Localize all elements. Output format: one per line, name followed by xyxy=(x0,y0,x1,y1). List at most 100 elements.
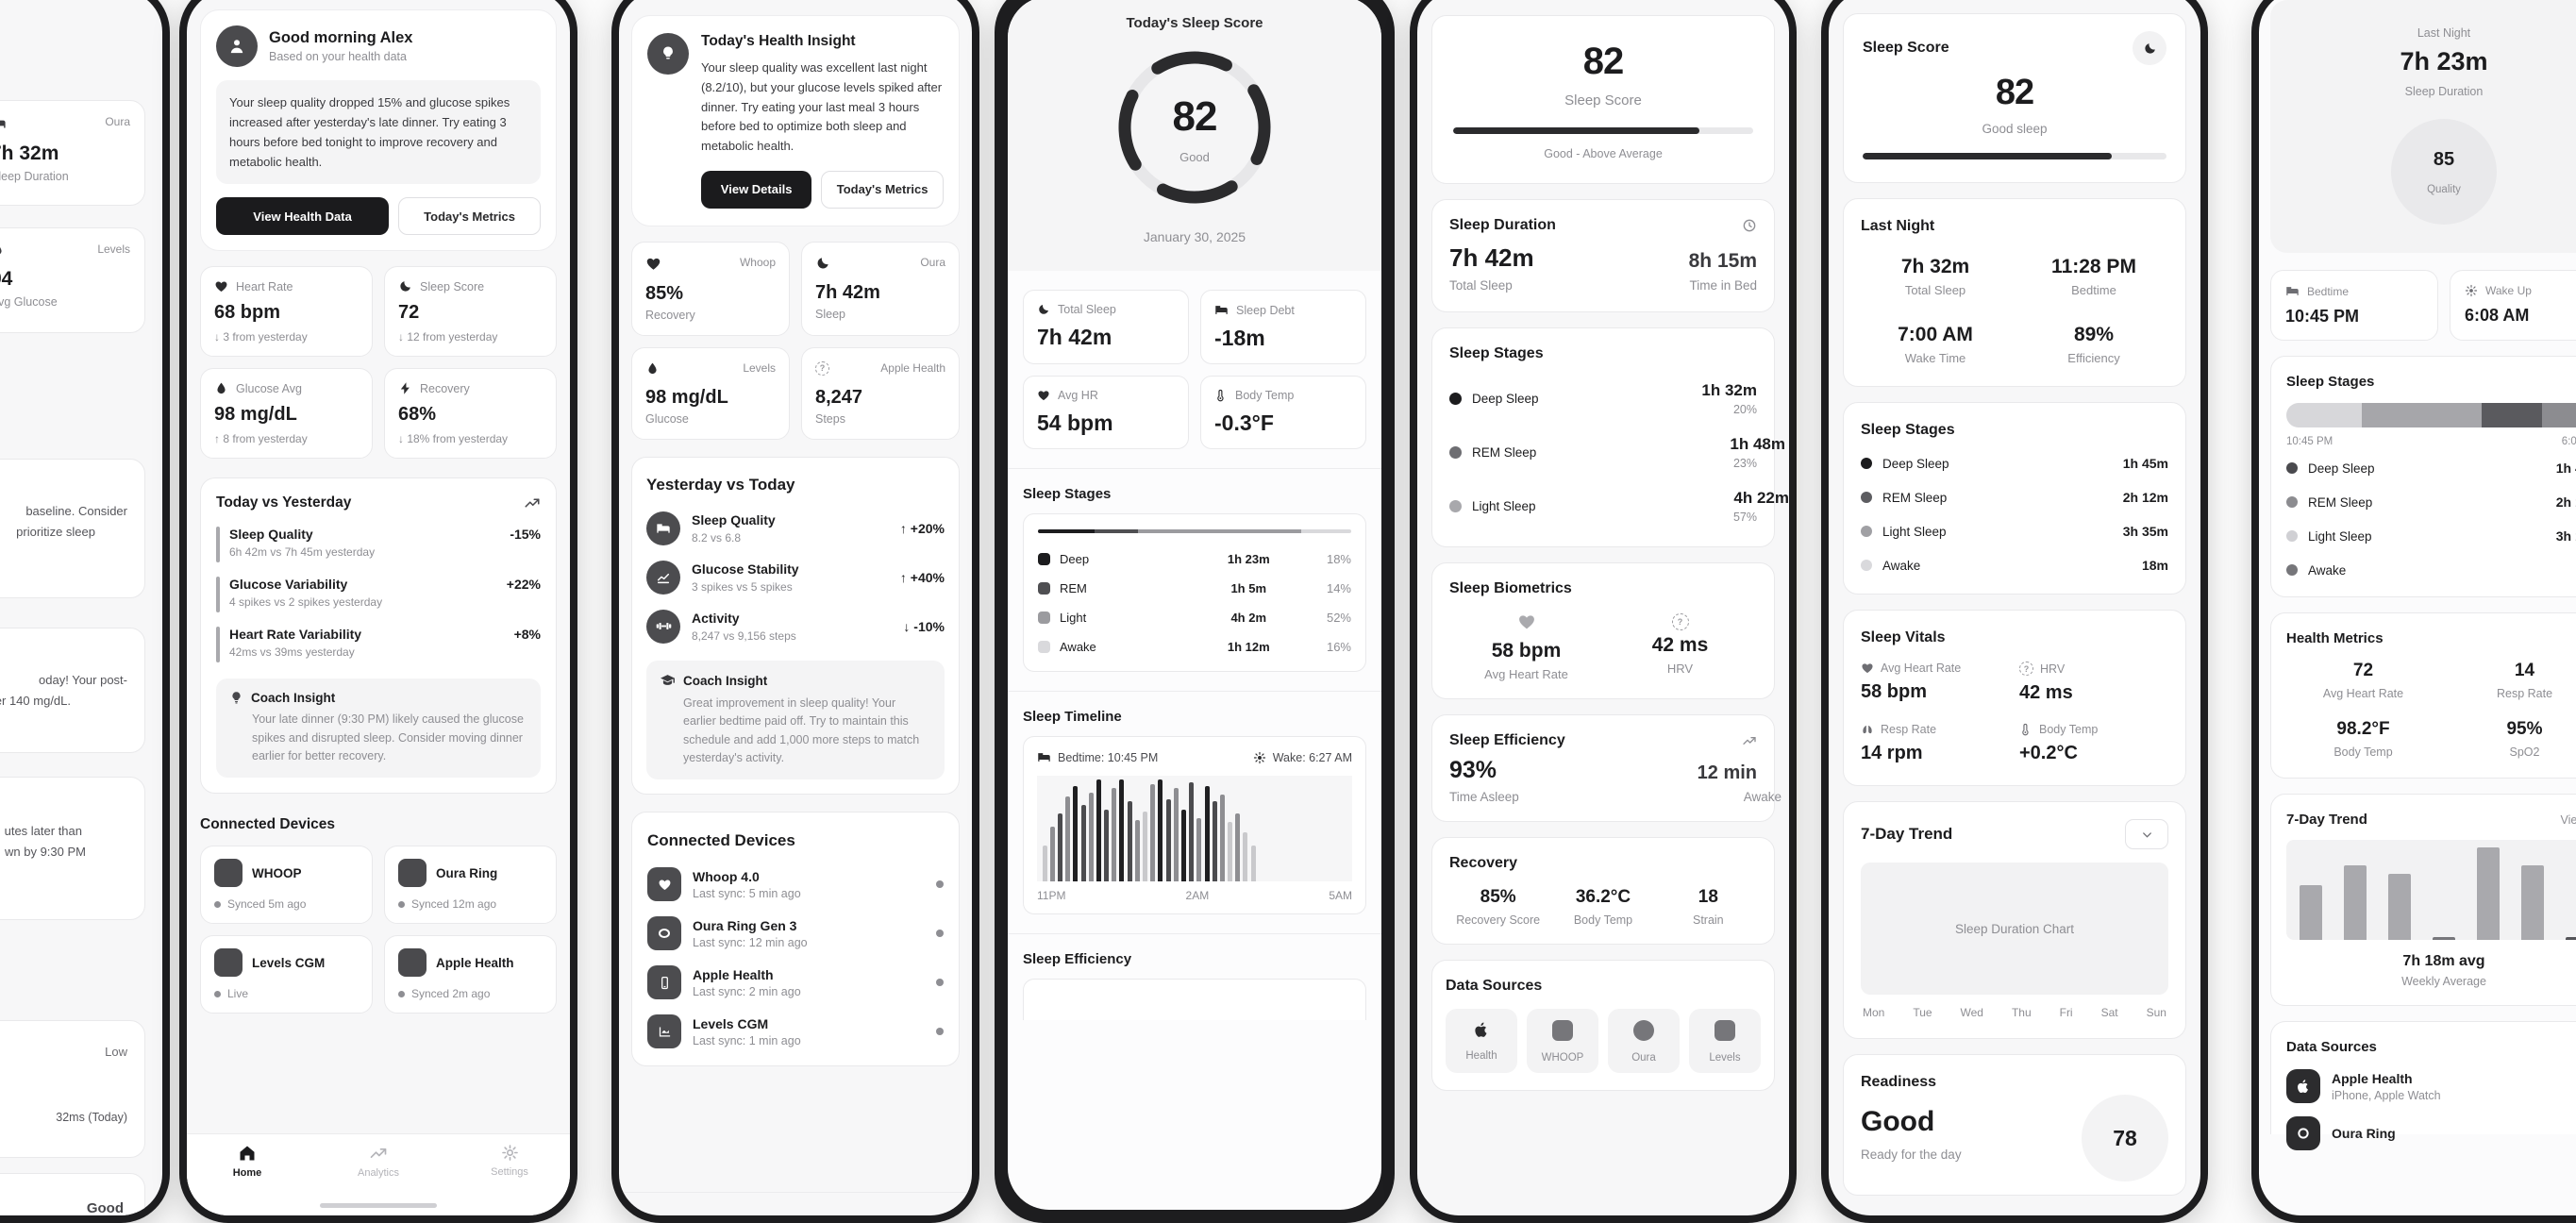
view-all-link[interactable]: View All xyxy=(2560,813,2576,827)
sleep-timeline-chart xyxy=(1037,776,1352,881)
total-sleep-label: Total Sleep xyxy=(1449,278,1513,293)
chart-bar xyxy=(2344,864,2367,940)
trend-chart-icon xyxy=(524,494,541,511)
view-health-data-button[interactable]: View Health Data xyxy=(216,197,390,236)
device-name: Levels CGM xyxy=(693,1015,769,1031)
stage-percent: 57% xyxy=(1732,511,1757,524)
nav-tab-analytics[interactable]: Analytics xyxy=(350,1144,407,1179)
row-accent-bar xyxy=(216,527,220,563)
nav-tab-settings[interactable]: Settings xyxy=(481,1144,538,1179)
stat-value: 54 bpm xyxy=(1037,410,1113,435)
metric-card-heart-rate: Heart Rate 68 bpm ↓ 3 from yesterday xyxy=(200,266,373,358)
stat-label: Wake Time xyxy=(1904,351,1966,365)
stage-name: Awake xyxy=(2308,562,2347,578)
data-sources-card: Data Sources Health WHOOP Oura xyxy=(1431,960,1775,1091)
stat-label: Efficiency xyxy=(2067,351,2120,365)
stage-dot xyxy=(1449,500,1462,512)
bed-icon xyxy=(0,115,7,131)
metric-label: Recovery xyxy=(420,381,470,395)
source-tile-whoop[interactable]: WHOOP xyxy=(1527,1009,1598,1073)
chart-bar xyxy=(1173,788,1179,881)
recovery-score-value: 85% xyxy=(1480,887,1516,907)
device-row-apple-health[interactable]: Apple Health Last sync: 2 min ago xyxy=(647,965,944,1000)
device-card-whoop[interactable]: WHOOP Synced 5m ago xyxy=(200,846,373,925)
metric-card-sleep-duration: Oura 7h 32m Sleep Duration xyxy=(0,100,145,206)
bed-icon xyxy=(646,511,680,545)
stage-name: REM xyxy=(1060,581,1087,595)
compare-row-sub: 8,247 vs 9,156 steps xyxy=(692,628,796,643)
bottom-nav: Home Analytics Settings xyxy=(187,1133,570,1215)
trend-collapse-button[interactable] xyxy=(2125,819,2168,849)
sync-status-dot xyxy=(214,900,221,908)
source-row-apple-health[interactable]: Apple Health iPhone, Apple Watch xyxy=(2286,1069,2576,1103)
device-status: Last sync: 12 min ago xyxy=(693,935,808,949)
source-sub: iPhone, Apple Watch xyxy=(2332,1088,2441,1102)
device-name: WHOOP xyxy=(252,865,302,880)
stage-dot xyxy=(1038,553,1050,565)
heart-icon xyxy=(1037,389,1050,402)
device-status: Last sync: 1 min ago xyxy=(693,1033,801,1047)
avg-hr-value: 58 bpm xyxy=(1491,640,1562,662)
compare-row-sub: 6h 42m vs 7h 45m yesterday xyxy=(229,545,376,560)
oura-device-icon xyxy=(398,859,427,888)
stage-percent: 20% xyxy=(1732,403,1757,416)
source-tile-apple-health[interactable]: Health xyxy=(1446,1009,1517,1073)
view-details-button[interactable]: View Details xyxy=(701,170,812,209)
sync-status-dot xyxy=(398,990,405,997)
moon-icon xyxy=(2144,42,2155,54)
sleep-stages-card: Sleep Stages Deep Sleep 1h 45m REM Sleep… xyxy=(1843,402,2186,595)
body-temp-label: Body Temp xyxy=(1573,913,1633,927)
todays-metrics-button[interactable]: Today's Metrics xyxy=(821,170,944,209)
chart-bar xyxy=(1057,813,1062,881)
device-row-oura[interactable]: Oura Ring Gen 3 Last sync: 12 min ago xyxy=(647,916,944,951)
person-icon xyxy=(230,40,243,54)
device-status: Last sync: 5 min ago xyxy=(693,886,801,900)
health-stat: 98.2°F Body Temp xyxy=(2286,719,2440,759)
chart-bar xyxy=(2482,403,2542,427)
compare-row-title: Sleep Quality xyxy=(692,511,776,528)
stage-dot xyxy=(1038,641,1050,653)
insight-text-line: oday! Your post- xyxy=(39,673,127,687)
source-tile-label: Oura xyxy=(1631,1052,1656,1064)
stage-name: REM Sleep xyxy=(2308,494,2373,510)
device-card-oura[interactable]: Oura Ring Synced 12m ago xyxy=(384,846,557,925)
today-vs-yesterday-card: Today vs Yesterday Sleep Quality 6h 42m … xyxy=(200,477,557,795)
seven-day-trend-card: 7-Day Trend View All 7h 18m avg Weekly A… xyxy=(2270,794,2576,1006)
moon-toggle-button[interactable] xyxy=(2133,31,2166,65)
vital-value: 42 ms xyxy=(2019,682,2073,703)
device-row-levels[interactable]: Levels CGM Last sync: 1 min ago xyxy=(647,1014,944,1049)
source-tile-label: Levels xyxy=(1709,1052,1741,1064)
stage-name: Deep Sleep xyxy=(2308,461,2375,476)
thermometer-icon xyxy=(2019,723,2032,736)
stage-duration: 4h 2m xyxy=(1230,611,1267,625)
coach-insight-box: Coach Insight Your late dinner (9:30 PM)… xyxy=(216,679,541,779)
chart-bar xyxy=(1180,809,1186,881)
source-tile-oura[interactable]: Oura xyxy=(1608,1009,1680,1073)
todays-metrics-button[interactable]: Today's Metrics xyxy=(398,197,541,236)
stage-dot xyxy=(1449,446,1462,459)
device-row-whoop[interactable]: Whoop 4.0 Last sync: 5 min ago xyxy=(647,867,944,902)
source-tile-levels[interactable]: Levels xyxy=(1689,1009,1761,1073)
efficiency-label: Time Asleep xyxy=(1449,790,1519,804)
compare-card-title: Yesterday vs Today xyxy=(646,475,795,494)
stat-value: 7h 32m xyxy=(1900,256,1970,277)
stage-name: Deep Sleep xyxy=(1472,392,1539,406)
stage-dot xyxy=(1861,458,1872,469)
stage-duration: 1h 48m xyxy=(1730,435,1785,453)
metric-label: Sleep Duration xyxy=(0,170,69,183)
metric-label: Steps xyxy=(815,411,845,426)
source-row-oura-ring[interactable]: Oura Ring xyxy=(2286,1116,2576,1150)
row-accent-bar xyxy=(216,627,220,663)
nav-tab-home[interactable]: Home xyxy=(219,1144,276,1179)
device-card-apple-health[interactable]: Apple Health Synced 2m ago xyxy=(384,935,557,1014)
vital-label: HRV xyxy=(2040,662,2066,676)
graduation-cap-icon xyxy=(660,673,676,689)
bedtime-card: Bedtime 10:45 PM xyxy=(2270,270,2438,341)
card-title: Sleep Stages xyxy=(2286,374,2375,390)
chart-bar xyxy=(1038,529,1095,533)
stat-label: Total Sleep xyxy=(1904,283,1966,297)
chart-bar xyxy=(1228,822,1233,881)
moon-icon xyxy=(1037,303,1050,316)
device-card-levels[interactable]: Levels CGM Live xyxy=(200,935,373,1014)
chart-bar xyxy=(2300,884,2322,940)
